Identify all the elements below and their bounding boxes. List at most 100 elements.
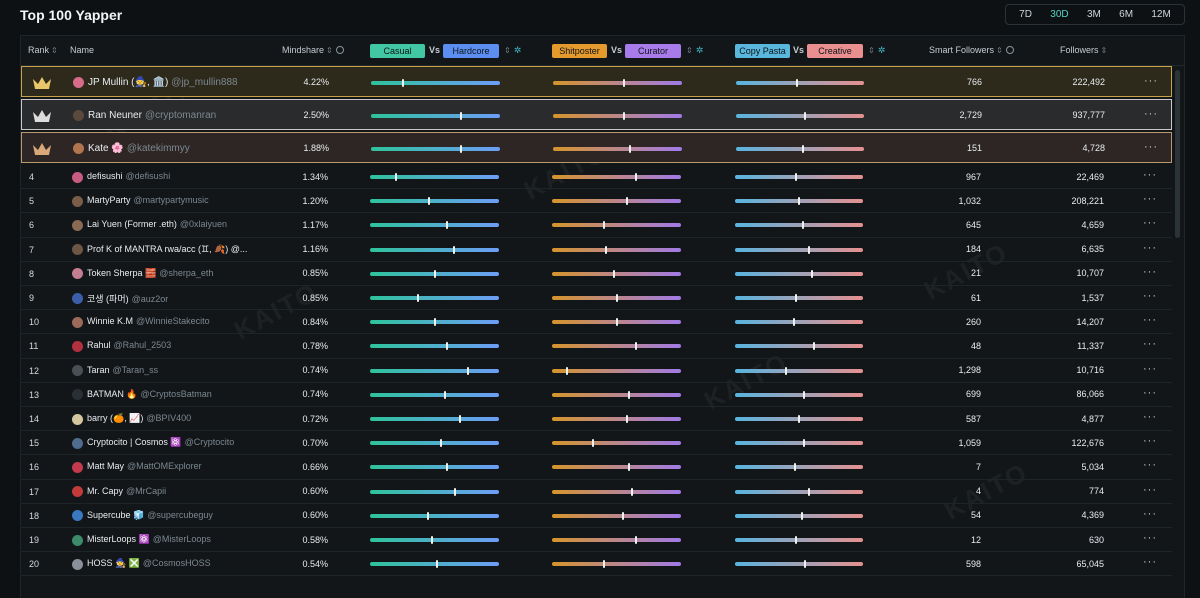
avatar[interactable] — [72, 244, 83, 256]
user-name[interactable]: Kate 🌸 @katekimmyy — [88, 143, 190, 154]
user-name[interactable]: defisushi @defisushi — [87, 171, 170, 181]
more-options-icon[interactable]: ··· — [1143, 483, 1157, 496]
more-options-icon[interactable]: ··· — [1143, 241, 1157, 254]
user-name[interactable]: JP Mullin (🧙, 🏛️) @jp_mullin888 — [88, 77, 238, 88]
table-row[interactable]: 12 Taran @Taran_ss 0.74% 1,298 10,716 ··· — [21, 359, 1172, 383]
user-name[interactable]: Prof K of MANTRA rwa/acc (♊, 🍂) @... — [87, 244, 247, 255]
avatar[interactable] — [72, 292, 83, 304]
user-display-name: HOSS 🧙 ❎ — [87, 558, 140, 569]
more-options-icon[interactable]: ··· — [1143, 217, 1157, 230]
table-row[interactable]: 8 Token Sherpa 🧱 @sherpa_eth 0.85% 21 10,707 ·… — [21, 262, 1172, 286]
user-name[interactable]: Supercube 🧊 @supercubeguy — [87, 510, 213, 521]
user-name[interactable]: Token Sherpa 🧱 @sherpa_eth — [87, 268, 213, 279]
avatar[interactable] — [72, 219, 83, 231]
table-row[interactable]: 13 BATMAN 🔥 @CryptosBatman 0.74% 699 86,066 ··… — [21, 383, 1172, 407]
table-row[interactable]: 7 Prof K of MANTRA rwa/acc (♊, 🍂) @... 1.1… — [21, 238, 1172, 262]
avatar[interactable] — [72, 437, 83, 449]
bar-marker — [612, 269, 615, 278]
avatar[interactable] — [72, 413, 83, 425]
avatar[interactable] — [73, 143, 84, 154]
more-options-icon[interactable]: ··· — [1143, 507, 1157, 520]
table-row[interactable]: 11 Rahul @Rahul_2503 0.78% 48 11,337 ··· — [21, 334, 1172, 359]
period-3m[interactable]: 3M — [1086, 9, 1101, 20]
avatar[interactable] — [72, 195, 83, 207]
more-options-icon[interactable]: ··· — [1143, 314, 1157, 327]
table-row[interactable]: 18 Supercube 🧊 @supercubeguy 0.60% 54 4,369 ··… — [21, 504, 1172, 528]
user-name[interactable]: Matt May @MattOMExplorer — [87, 461, 202, 471]
header-mindshare[interactable]: Mindshare ⇕ — [282, 45, 344, 55]
table-row[interactable]: 16 Matt May @MattOMExplorer 0.66% 7 5,034 ··· — [21, 455, 1172, 480]
period-30d[interactable]: 30D — [1050, 9, 1069, 20]
more-options-icon[interactable]: ··· — [1143, 338, 1157, 351]
user-name[interactable]: 코생 (파머) @auz2or — [87, 292, 168, 305]
more-options-icon[interactable]: ··· — [1144, 107, 1158, 120]
avatar[interactable] — [72, 534, 83, 546]
avatar[interactable] — [72, 171, 83, 183]
user-name[interactable]: MisterLoops ⚛️ @MisterLoops — [87, 534, 211, 545]
more-options-icon[interactable]: ··· — [1143, 290, 1157, 303]
user-name[interactable]: barry (🍊, 📈) @BPIV400 — [87, 413, 191, 424]
more-options-icon[interactable]: ··· — [1143, 169, 1157, 182]
user-name[interactable]: Winnie K.M @WinnieStakecito — [87, 316, 210, 326]
avatar[interactable] — [72, 340, 83, 352]
avatar[interactable] — [73, 110, 84, 121]
more-options-icon[interactable]: ··· — [1143, 411, 1157, 424]
avatar[interactable] — [72, 389, 83, 401]
header-smart-followers[interactable]: Smart Followers ⇕ — [929, 45, 1014, 55]
user-name[interactable]: MartyParty @martypartymusic — [87, 195, 209, 205]
user-name[interactable]: Lai Yuen (Former .eth) @0xlaiyuen — [87, 219, 227, 229]
table-row[interactable]: JP Mullin (🧙, 🏛️) @jp_mullin888 4.22% 766 22… — [21, 66, 1172, 97]
sort-icon: ⇕ — [1100, 46, 1108, 55]
user-name[interactable]: Cryptocito | Cosmos ⚛️ @Cryptocito — [87, 437, 234, 448]
more-options-icon[interactable]: ··· — [1143, 532, 1157, 545]
table-row[interactable]: 14 barry (🍊, 📈) @BPIV400 0.72% 587 4,877 ··· — [21, 407, 1172, 432]
table-row[interactable]: 10 Winnie K.M @WinnieStakecito 0.84% 260 14,2… — [21, 310, 1172, 335]
more-options-icon[interactable]: ··· — [1143, 362, 1157, 375]
user-name[interactable]: Rahul @Rahul_2503 — [87, 340, 171, 350]
header-rank[interactable]: Rank ⇕ — [28, 45, 58, 55]
more-options-icon[interactable]: ··· — [1144, 140, 1158, 153]
table-row[interactable]: 5 MartyParty @martypartymusic 1.20% 1,032 208… — [21, 189, 1172, 214]
avatar[interactable] — [72, 268, 83, 280]
table-row[interactable]: 4 defisushi @defisushi 1.34% 967 22,469 ··· — [21, 165, 1172, 190]
avatar[interactable] — [73, 77, 84, 88]
header-casual-hardcore-controls[interactable]: ⇕ ✲ — [502, 45, 521, 56]
more-options-icon[interactable]: ··· — [1143, 435, 1157, 448]
pill-curator: Curator — [625, 44, 681, 58]
avatar[interactable] — [72, 558, 83, 570]
user-name[interactable]: HOSS 🧙 ❎ @CosmosHOSS — [87, 558, 211, 569]
user-name[interactable]: Ran Neuner @cryptomanran — [88, 110, 216, 121]
avatar[interactable] — [72, 365, 83, 377]
header-copypasta-creative-controls[interactable]: ⇕ ✲ — [866, 45, 885, 56]
header-shitposter-curator-controls[interactable]: ⇕ ✲ — [684, 45, 703, 56]
avatar[interactable] — [72, 486, 83, 498]
table-row[interactable]: 20 HOSS 🧙 ❎ @CosmosHOSS 0.54% 598 65,045 ··· — [21, 552, 1172, 577]
period-7d[interactable]: 7D — [1019, 9, 1032, 20]
header-followers[interactable]: Followers ⇕ — [1060, 45, 1108, 55]
table-row[interactable]: 17 Mr. Capy @MrCapii 0.60% 4 774 ··· — [21, 480, 1172, 504]
table-row[interactable]: Ran Neuner @cryptomanran 2.50% 2,729 937,777… — [21, 99, 1172, 130]
scrollbar[interactable] — [1174, 66, 1182, 598]
user-name[interactable]: Mr. Capy @MrCapii — [87, 486, 166, 496]
table-row[interactable]: Kate 🌸 @katekimmyy 1.88% 151 4,728 ··· — [21, 132, 1172, 163]
period-12m[interactable]: 12M — [1151, 9, 1171, 20]
scrollbar-thumb[interactable] — [1175, 70, 1180, 238]
avatar[interactable] — [72, 316, 83, 328]
avatar[interactable] — [72, 510, 83, 522]
rank-number: 9 — [29, 293, 35, 304]
more-options-icon[interactable]: ··· — [1143, 265, 1157, 278]
table-row[interactable]: 6 Lai Yuen (Former .eth) @0xlaiyuen 1.17% 64… — [21, 213, 1172, 238]
table-row[interactable]: 15 Cryptocito | Cosmos ⚛️ @Cryptocito 0.70%… — [21, 431, 1172, 456]
more-options-icon[interactable]: ··· — [1143, 193, 1157, 206]
table-row[interactable]: 19 MisterLoops ⚛️ @MisterLoops 0.58% 12 630 ··… — [21, 528, 1172, 553]
user-name[interactable]: Taran @Taran_ss — [87, 365, 158, 375]
more-options-icon[interactable]: ··· — [1143, 556, 1157, 569]
casual-hardcore-bar — [370, 197, 499, 206]
more-options-icon[interactable]: ··· — [1143, 459, 1157, 472]
more-options-icon[interactable]: ··· — [1143, 386, 1157, 399]
user-name[interactable]: BATMAN 🔥 @CryptosBatman — [87, 389, 212, 400]
table-row[interactable]: 9 코생 (파머) @auz2or 0.85% 61 1,537 ··· — [21, 286, 1172, 311]
more-options-icon[interactable]: ··· — [1144, 74, 1158, 87]
period-6m[interactable]: 6M — [1119, 9, 1134, 20]
avatar[interactable] — [72, 461, 83, 473]
